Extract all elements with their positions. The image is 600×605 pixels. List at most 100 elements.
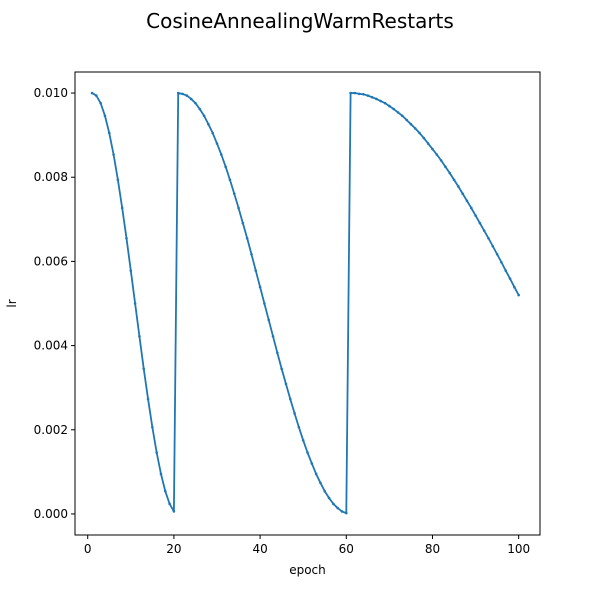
data-point	[224, 165, 227, 169]
data-point	[422, 136, 426, 140]
data-point	[172, 510, 176, 513]
data-point	[241, 221, 245, 225]
data-point	[258, 285, 262, 289]
data-point	[375, 97, 378, 101]
y-tick-label: 0.000	[34, 507, 68, 521]
data-point	[495, 252, 499, 256]
data-point	[362, 93, 365, 96]
data-point	[353, 91, 357, 95]
series-layer	[90, 91, 520, 515]
data-point	[288, 397, 292, 401]
data-point	[366, 94, 370, 97]
data-point	[319, 481, 322, 485]
plot-frame	[74, 71, 541, 536]
data-point	[194, 101, 197, 105]
x-tick-label: 0	[84, 542, 92, 556]
data-point	[138, 335, 141, 338]
data-point	[508, 277, 512, 280]
data-point	[491, 244, 495, 248]
plot-area: 0 20 40 60 80 100 0.0000.0020.0040.0060.0080.…	[34, 71, 541, 556]
x-tick-label: 100	[507, 542, 530, 556]
data-point	[228, 178, 232, 182]
data-point	[517, 293, 520, 297]
data-point	[418, 131, 421, 135]
data-point	[125, 236, 128, 240]
data-point	[465, 199, 469, 203]
y-tick-label: 0.006	[34, 254, 68, 268]
data-point	[314, 472, 318, 476]
data-point	[297, 425, 301, 429]
data-point	[357, 92, 361, 96]
x-axis: 0 20 40 60 80 100	[84, 535, 530, 556]
data-point	[280, 367, 283, 371]
series-line	[91, 92, 520, 515]
data-point	[396, 111, 400, 114]
data-point	[461, 192, 464, 195]
data-point	[332, 502, 335, 506]
data-point	[116, 178, 120, 182]
data-point	[327, 496, 331, 500]
data-point	[383, 101, 387, 105]
data-point	[392, 107, 395, 111]
data-point	[207, 122, 210, 126]
data-point	[237, 206, 240, 210]
data-point	[245, 236, 249, 240]
data-point	[146, 397, 150, 401]
data-point	[284, 382, 288, 386]
data-point	[469, 206, 473, 210]
data-point	[293, 412, 296, 415]
data-point	[504, 269, 508, 272]
x-tick-label: 60	[339, 542, 354, 556]
x-tick-label: 80	[425, 542, 440, 556]
data-point	[349, 91, 352, 95]
data-point	[112, 153, 115, 156]
data-point	[220, 153, 223, 156]
data-point	[413, 127, 417, 130]
data-point	[478, 221, 482, 225]
data-point	[426, 142, 430, 145]
data-point	[344, 511, 348, 515]
data-point	[487, 236, 490, 240]
data-point	[336, 506, 339, 510]
y-tick-label: 0.008	[34, 170, 68, 184]
data-point	[448, 171, 452, 175]
data-point	[276, 351, 279, 355]
data-point	[388, 104, 391, 108]
x-axis-label: epoch	[289, 563, 326, 577]
chart-title: CosineAnnealingWarmRestarts	[146, 9, 454, 33]
data-point	[176, 91, 180, 95]
data-point	[250, 252, 253, 256]
data-point	[185, 94, 189, 97]
data-point	[168, 502, 171, 506]
data-point	[474, 214, 477, 217]
data-point	[310, 462, 314, 465]
data-point	[323, 489, 327, 493]
data-point	[405, 118, 408, 122]
data-point	[263, 302, 266, 305]
data-point	[513, 285, 516, 289]
x-tick-label: 20	[166, 542, 181, 556]
data-point	[401, 114, 404, 118]
data-point	[198, 107, 202, 111]
data-point	[379, 99, 383, 103]
data-point	[155, 451, 158, 454]
y-tick-label: 0.002	[34, 423, 68, 437]
data-point	[370, 95, 374, 99]
x-tick-label: 40	[252, 542, 267, 556]
data-point	[103, 114, 107, 118]
data-point	[452, 178, 456, 182]
data-point	[215, 142, 219, 145]
data-point	[133, 302, 137, 305]
data-point	[435, 153, 439, 156]
data-point	[163, 489, 167, 493]
data-point	[202, 114, 206, 118]
data-point	[306, 451, 309, 454]
data-point	[181, 92, 184, 96]
data-point	[120, 206, 124, 210]
y-tick-label: 0.004	[34, 339, 68, 353]
data-point	[409, 122, 413, 126]
data-point	[107, 131, 111, 135]
data-point	[90, 91, 94, 95]
data-point	[232, 192, 236, 195]
